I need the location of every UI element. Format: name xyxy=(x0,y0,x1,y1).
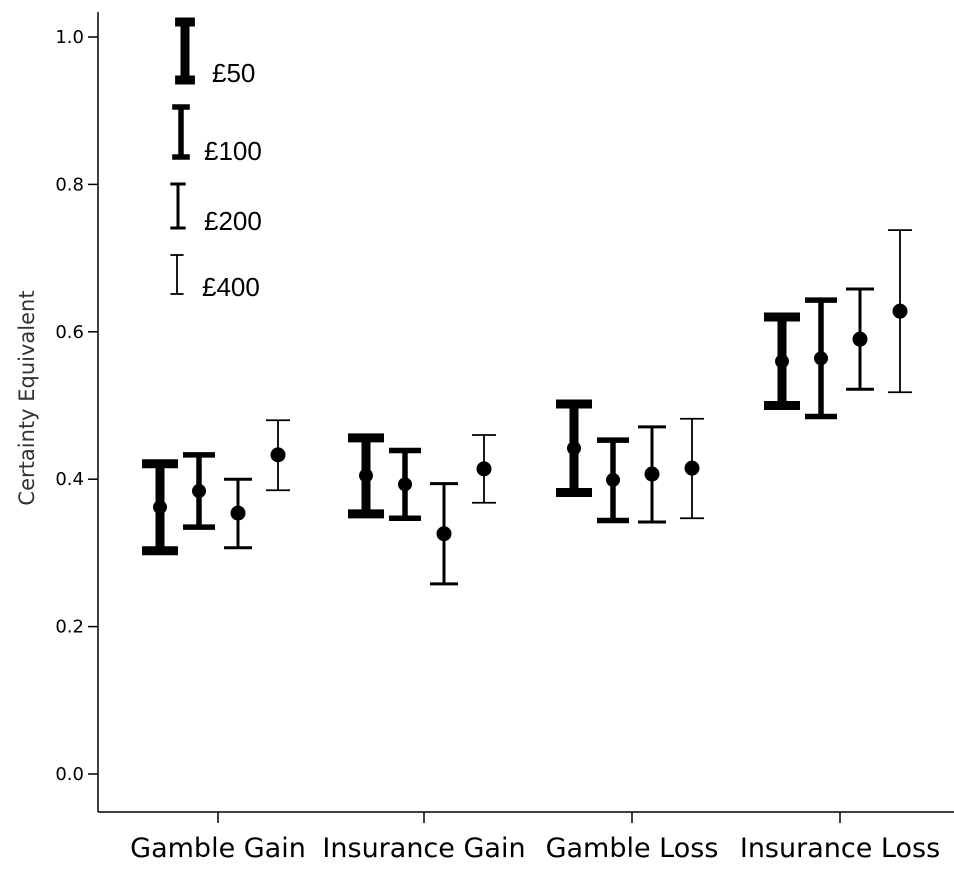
legend-item: £100 xyxy=(172,104,262,166)
legend-item: £400 xyxy=(170,254,260,302)
mean-point xyxy=(606,472,620,487)
x-tick-label: Insurance Gain xyxy=(322,833,525,864)
mean-point xyxy=(476,461,492,477)
error-bar xyxy=(556,399,592,497)
mean-point xyxy=(775,354,789,369)
x-tick-label: Gamble Gain xyxy=(130,833,306,864)
y-tick-label: 0.0 xyxy=(55,764,84,785)
mean-point xyxy=(814,351,828,366)
error-bar xyxy=(389,447,421,522)
error-bar xyxy=(680,417,704,520)
legend-label: £100 xyxy=(204,136,262,166)
error-bar xyxy=(224,477,252,550)
error-bar xyxy=(142,459,178,556)
axes xyxy=(97,12,954,813)
mean-point xyxy=(270,447,286,463)
error-bar xyxy=(348,433,384,519)
error-bars xyxy=(142,229,912,586)
mean-point xyxy=(892,303,908,319)
legend: £50 £100 £200 £400 xyxy=(170,17,262,302)
error-bar xyxy=(472,434,496,504)
x-tick-label: Gamble Loss xyxy=(546,833,719,864)
x-ticks: Gamble Gain Insurance Gain Gamble Loss Insu… xyxy=(130,812,940,864)
y-tick-label: 1.0 xyxy=(55,27,84,48)
error-bar xyxy=(805,297,837,420)
legend-item: £200 xyxy=(170,182,262,236)
error-bar xyxy=(846,287,874,391)
mean-point xyxy=(684,460,700,476)
y-axis-label: Certainty Equivalent xyxy=(15,290,39,505)
mean-point xyxy=(230,505,246,521)
legend-label: £400 xyxy=(202,272,260,302)
mean-point xyxy=(153,500,167,515)
error-bar xyxy=(764,312,800,410)
y-tick-label: 0.8 xyxy=(55,174,84,195)
y-ticks: 0.0 0.2 0.4 0.6 0.8 1.0 xyxy=(55,27,98,785)
error-bar xyxy=(183,452,215,530)
x-tick-label: Insurance Loss xyxy=(740,833,940,864)
error-bar xyxy=(638,425,666,524)
error-bar xyxy=(597,437,629,524)
y-tick-label: 0.4 xyxy=(55,469,84,490)
legend-item: £50 xyxy=(175,17,255,88)
mean-point xyxy=(567,441,581,456)
error-bar xyxy=(266,419,290,492)
legend-label: £200 xyxy=(204,206,262,236)
mean-point xyxy=(398,477,412,492)
mean-point xyxy=(436,526,452,542)
legend-label: £50 xyxy=(212,58,255,88)
mean-point xyxy=(192,483,206,498)
y-tick-label: 0.2 xyxy=(55,617,84,638)
mean-point xyxy=(644,466,660,482)
mean-point xyxy=(852,331,868,347)
y-tick-label: 0.6 xyxy=(55,322,84,343)
mean-point xyxy=(359,468,373,483)
error-bar xyxy=(888,229,912,394)
error-bar xyxy=(430,482,458,586)
